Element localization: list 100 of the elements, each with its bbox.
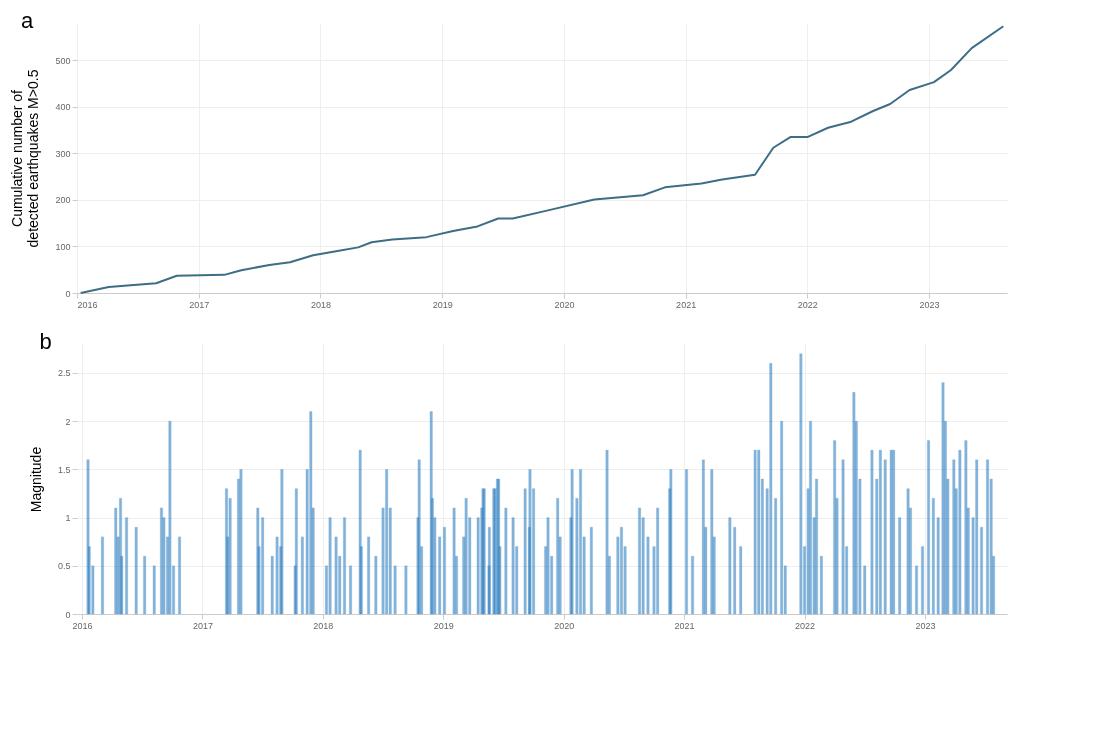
bar: [954, 488, 958, 615]
bar: [143, 555, 147, 615]
bar: [511, 517, 515, 615]
bar: [799, 353, 803, 615]
bar: [101, 536, 104, 615]
bar: [858, 478, 862, 615]
bar: [300, 536, 304, 615]
bar: [685, 469, 688, 615]
bar: [582, 536, 586, 615]
bar: [980, 527, 983, 615]
bar: [892, 449, 896, 615]
bar: [819, 555, 823, 615]
bar: [328, 517, 332, 615]
chart-title: a: [20, 8, 34, 33]
bar: [964, 440, 968, 615]
bar: [691, 555, 694, 615]
x-tick-label: 2020: [554, 620, 575, 631]
bar: [835, 498, 839, 615]
bar: [966, 507, 970, 615]
x-tick-label: 2023: [915, 620, 936, 631]
bar: [325, 565, 328, 615]
bar: [728, 517, 732, 615]
bar: [783, 565, 787, 615]
bar: [420, 546, 423, 615]
bar: [941, 382, 945, 615]
x-tick-label: 2016: [72, 620, 93, 631]
bar: [870, 449, 874, 615]
bar: [753, 449, 757, 615]
bar: [854, 420, 858, 615]
bar: [971, 517, 975, 615]
bar: [305, 469, 309, 615]
bar: [669, 469, 673, 615]
bar: [769, 363, 773, 615]
x-tick-label: 2017: [192, 620, 213, 631]
bar: [936, 517, 940, 615]
bar: [833, 440, 837, 615]
bar: [841, 459, 845, 615]
bar: [906, 488, 910, 615]
y-tick-label: 0.5: [57, 561, 71, 572]
bar: [774, 498, 778, 615]
bar: [780, 420, 784, 615]
bar: [712, 536, 716, 615]
x-tick-label: 2019: [432, 299, 453, 310]
bar: [909, 507, 912, 615]
bar: [883, 459, 887, 615]
bar: [620, 527, 623, 615]
y-tick-label: 300: [55, 148, 71, 159]
x-tick-label: 2022: [797, 299, 818, 310]
y-axis-title: Cumulative number of detected earthquakes M>0.5: [9, 69, 42, 248]
bar: [91, 565, 95, 615]
bar: [429, 411, 433, 615]
bar: [228, 498, 232, 615]
bar: [921, 546, 924, 615]
bar: [152, 565, 156, 615]
bar: [334, 536, 338, 615]
bar: [915, 565, 918, 615]
bar: [809, 420, 812, 615]
bar: [927, 440, 930, 615]
bar: [455, 555, 458, 615]
bar: [349, 565, 352, 615]
bar: [701, 459, 705, 615]
bar: [476, 517, 480, 615]
bar: [812, 517, 816, 615]
bar: [704, 527, 708, 615]
x-tick-label: 2019: [433, 620, 454, 631]
y-tick-label: 1: [65, 513, 71, 524]
bar: [623, 546, 627, 615]
bar: [589, 527, 593, 615]
y-tick-label: 2: [65, 416, 71, 427]
bar: [989, 478, 993, 615]
bar: [359, 546, 363, 615]
y-tick-label: 100: [55, 241, 71, 252]
bar: [487, 527, 491, 615]
bar: [863, 565, 867, 615]
bar: [309, 411, 313, 615]
bar: [162, 517, 166, 615]
bar: [257, 546, 261, 615]
bar: [280, 469, 284, 615]
bar: [367, 536, 370, 615]
bar: [528, 469, 532, 615]
bar: [532, 488, 535, 615]
bar: [452, 507, 456, 615]
bar: [116, 536, 120, 615]
bar: [806, 488, 810, 615]
bar: [656, 507, 659, 615]
bar: [760, 478, 764, 615]
x-tick-label: 2022: [795, 620, 816, 631]
bar: [739, 546, 743, 615]
bar: [275, 536, 279, 615]
bar: [845, 546, 849, 615]
bar: [986, 459, 989, 615]
bar: [875, 478, 879, 615]
bar: [523, 488, 527, 615]
bar: [385, 469, 389, 615]
bar: [261, 517, 265, 615]
bar: [992, 555, 995, 615]
x-tick-label: 2017: [189, 299, 210, 310]
bar: [270, 555, 274, 615]
bar: [616, 536, 620, 615]
bar: [608, 555, 611, 615]
